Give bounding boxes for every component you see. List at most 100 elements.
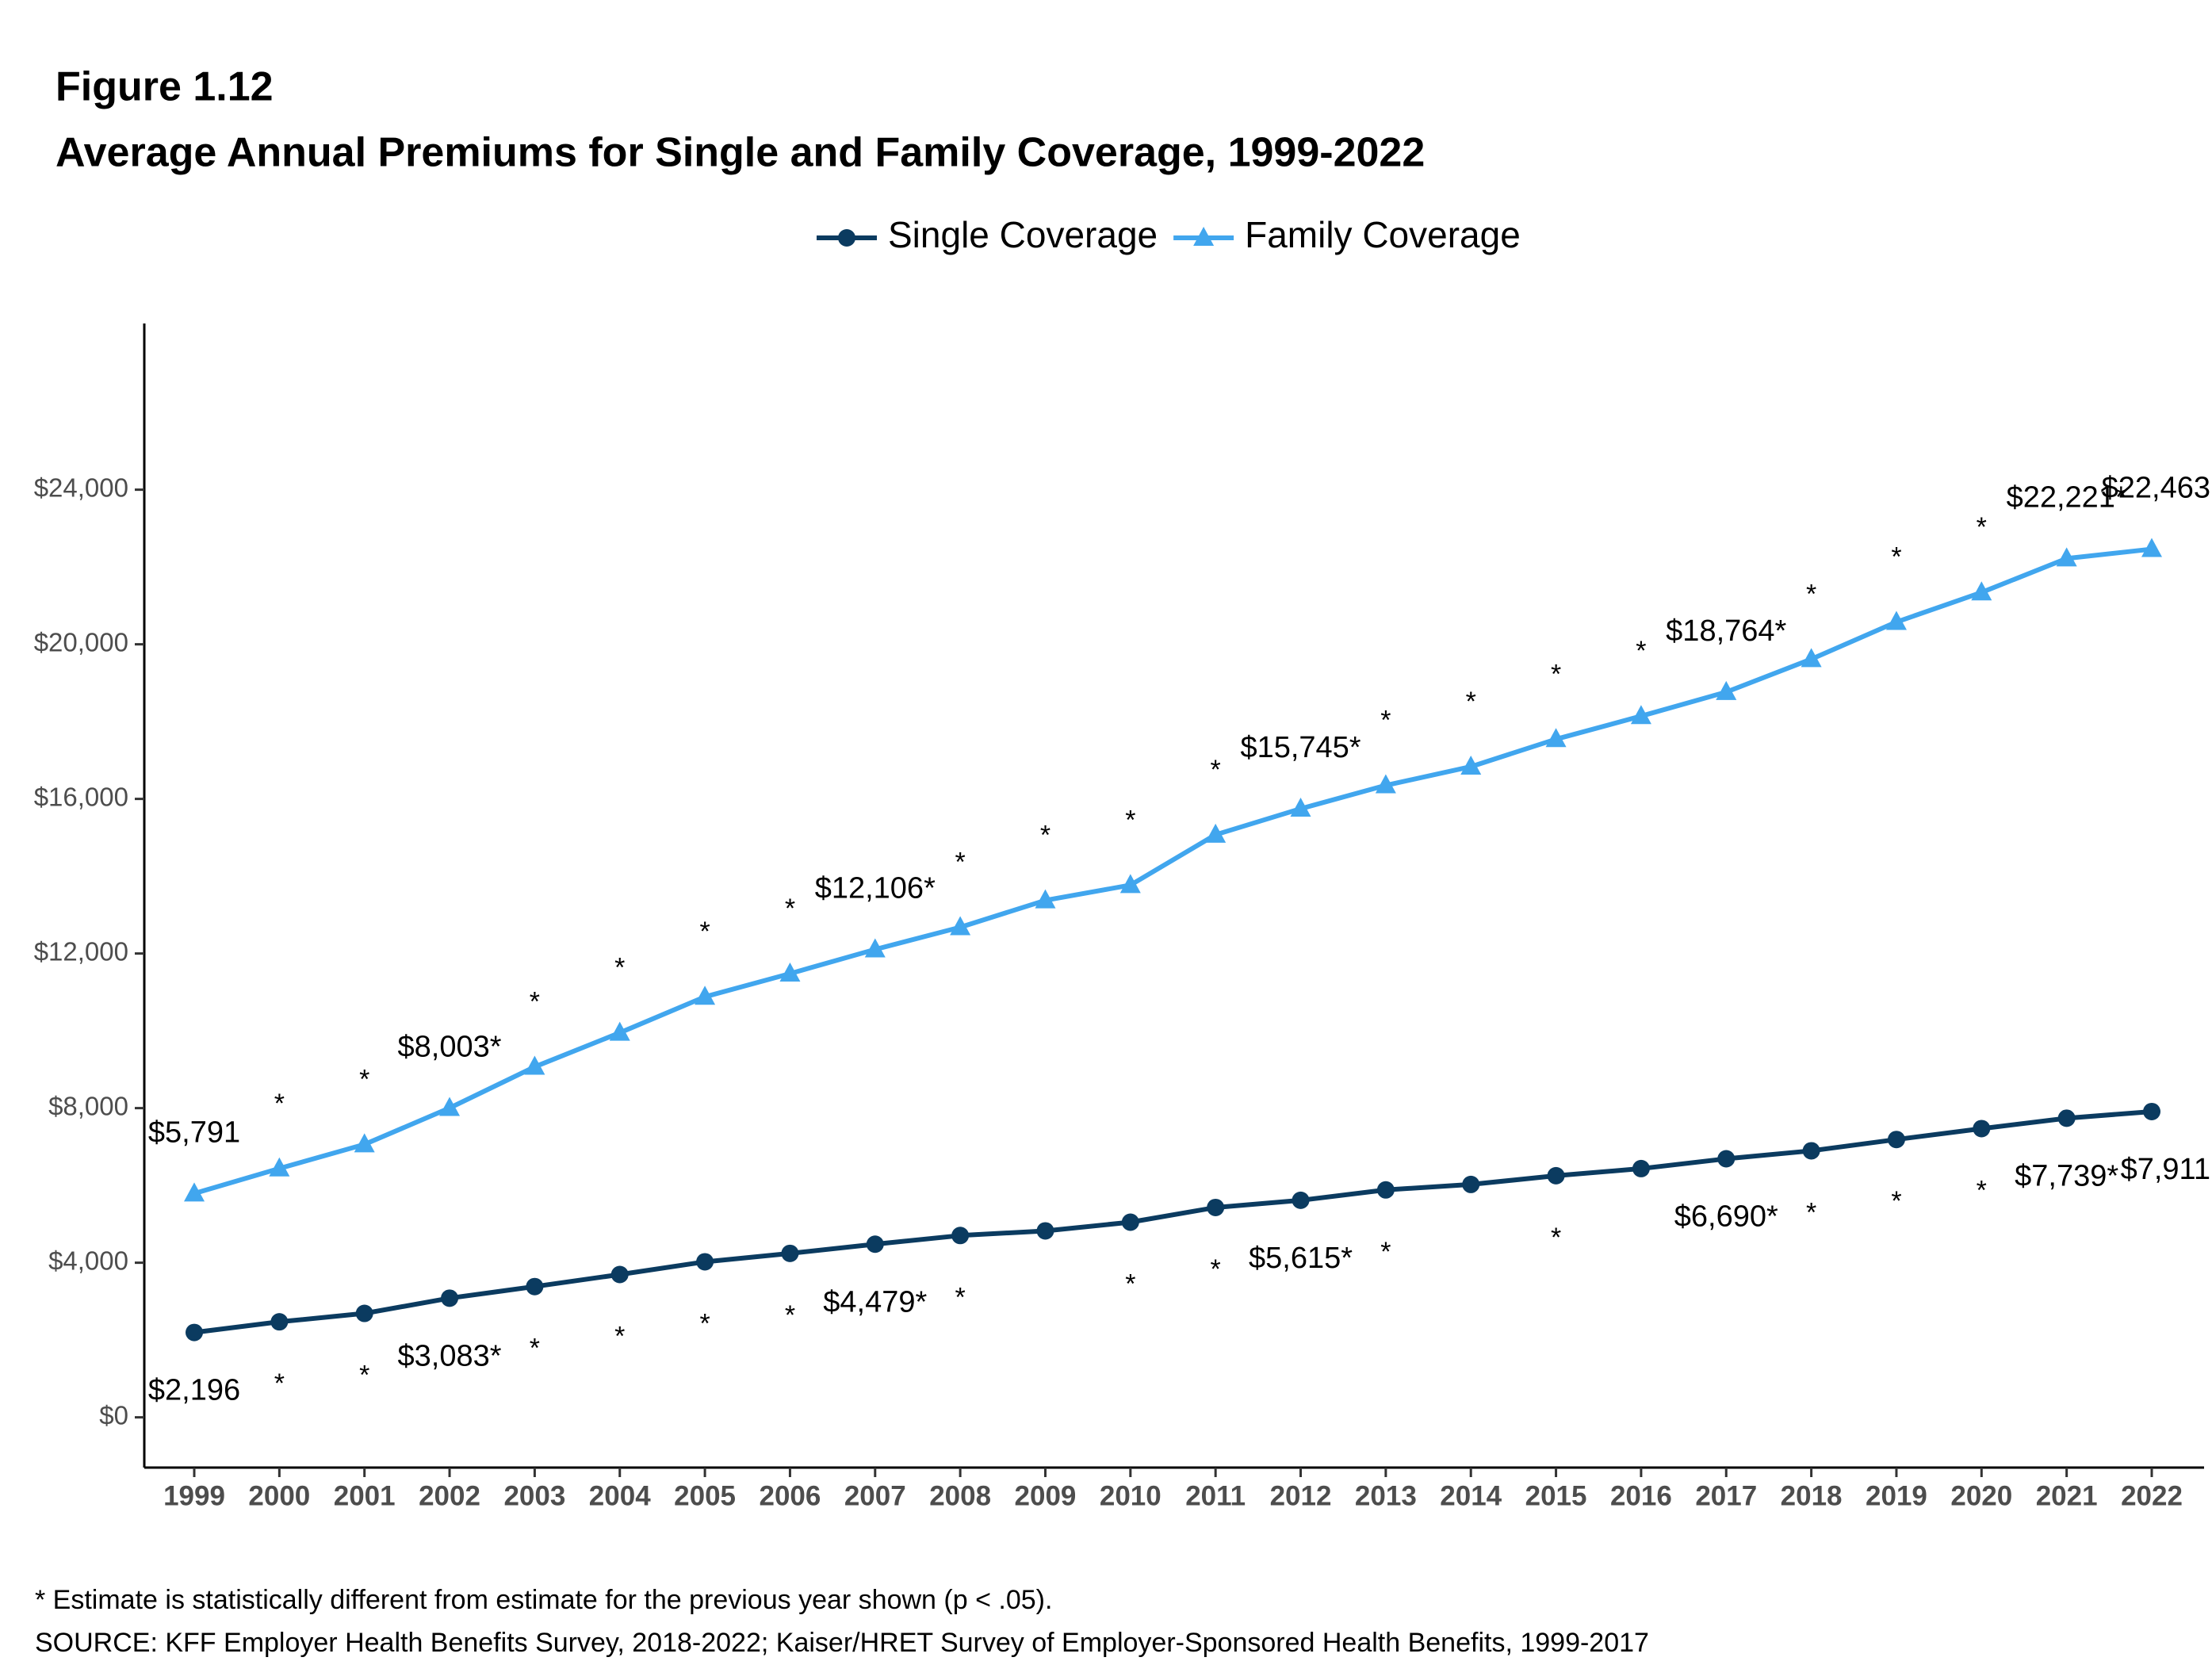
legend-label: Family Coverage xyxy=(1245,214,1521,255)
data-label: * xyxy=(1211,1254,1221,1284)
series-line xyxy=(193,1108,2153,1335)
marker xyxy=(2056,547,2077,567)
marker xyxy=(1887,1131,1905,1149)
data-label: $6,690* xyxy=(1674,1200,1778,1234)
marker xyxy=(1545,728,1567,748)
x-tick-label: 2001 xyxy=(334,1480,396,1511)
chart-title: Average Annual Premiums for Single and F… xyxy=(55,130,1425,176)
data-label: * xyxy=(614,1321,625,1351)
data-label: $22,221* xyxy=(2007,480,2127,514)
data-label: * xyxy=(1211,755,1221,785)
x-tick-label: 2002 xyxy=(419,1480,480,1511)
marker xyxy=(186,1323,203,1342)
data-label: $4,479* xyxy=(823,1285,927,1319)
marker xyxy=(1802,1142,1820,1160)
data-label: $7,911 xyxy=(2121,1153,2210,1186)
data-label: * xyxy=(1125,805,1135,835)
data-label: * xyxy=(1466,687,1476,717)
data-label: * xyxy=(1891,1186,1901,1216)
x-tick-label: 2006 xyxy=(759,1480,821,1511)
x-tick-label: 2013 xyxy=(1355,1480,1417,1511)
data-label: $5,791 xyxy=(148,1116,240,1149)
marker xyxy=(1205,823,1227,843)
x-tick-label: 2011 xyxy=(1185,1480,1246,1511)
data-label: * xyxy=(274,1368,285,1399)
marker xyxy=(2057,1109,2076,1127)
marker xyxy=(1119,874,1141,894)
x-tick-label: 2005 xyxy=(674,1480,736,1511)
data-label: * xyxy=(1977,512,1987,542)
x-tick-label: 2009 xyxy=(1015,1480,1077,1511)
marker xyxy=(1207,1198,1225,1216)
data-label: * xyxy=(699,917,710,947)
marker xyxy=(1292,1191,1310,1209)
data-label: * xyxy=(955,1282,966,1312)
marker xyxy=(866,1235,884,1254)
marker xyxy=(950,916,971,936)
data-label: $7,739* xyxy=(2015,1159,2118,1192)
marker xyxy=(1716,680,1737,700)
y-tick-label: $12,000 xyxy=(34,936,128,966)
footnote: * Estimate is statistically different fr… xyxy=(35,1585,1052,1615)
data-label: * xyxy=(359,1361,369,1391)
x-tick-label: 2022 xyxy=(2121,1480,2183,1511)
marker xyxy=(779,962,801,982)
data-label: $2,196 xyxy=(148,1374,240,1407)
data-label: $22,463 xyxy=(2102,472,2210,505)
x-tick-label: 2000 xyxy=(248,1480,310,1511)
figure-label: Figure 1.12 xyxy=(55,64,274,110)
marker xyxy=(1717,1150,1736,1168)
data-label: $15,745* xyxy=(1240,731,1360,764)
marker xyxy=(2141,538,2162,557)
marker xyxy=(1290,798,1311,817)
x-tick-label: 2021 xyxy=(2036,1480,2098,1511)
data-label: $3,083* xyxy=(398,1339,502,1372)
marker xyxy=(2143,1102,2160,1120)
data-label: * xyxy=(1891,542,1901,572)
x-tick-label: 2020 xyxy=(1950,1480,2012,1511)
source: SOURCE: KFF Employer Health Benefits Sur… xyxy=(35,1628,1649,1658)
data-label: $12,106* xyxy=(815,871,936,905)
y-tick-label: $20,000 xyxy=(34,627,128,656)
marker xyxy=(524,1055,545,1075)
marker xyxy=(1632,1159,1650,1177)
marker xyxy=(1885,610,1907,630)
marker xyxy=(1193,227,1215,246)
marker xyxy=(1376,1181,1395,1199)
marker xyxy=(695,986,716,1005)
marker xyxy=(1375,774,1396,794)
marker xyxy=(1460,755,1482,775)
data-label: $8,003* xyxy=(398,1031,502,1064)
data-label: * xyxy=(614,953,625,983)
x-tick-label: 1999 xyxy=(163,1480,225,1511)
marker xyxy=(526,1277,544,1296)
data-label: $18,764* xyxy=(1666,614,1786,648)
data-label: * xyxy=(1551,1223,1561,1253)
data-label: * xyxy=(1380,705,1391,735)
marker xyxy=(439,1097,461,1116)
data-label: * xyxy=(785,1300,795,1330)
marker xyxy=(1971,581,1992,601)
data-label: * xyxy=(1040,821,1051,851)
marker xyxy=(355,1304,373,1322)
series-line xyxy=(193,546,2153,1196)
x-tick-label: 2018 xyxy=(1781,1480,1843,1511)
x-tick-label: 2004 xyxy=(589,1480,651,1511)
x-tick-label: 2017 xyxy=(1695,1480,1757,1511)
data-label: * xyxy=(1551,659,1561,689)
data-label: $5,615* xyxy=(1249,1242,1353,1275)
x-tick-label: 2010 xyxy=(1100,1480,1161,1511)
marker xyxy=(696,1253,714,1271)
x-tick-label: 2016 xyxy=(1610,1480,1672,1511)
data-label: * xyxy=(1806,579,1816,609)
x-tick-label: 2012 xyxy=(1270,1480,1332,1511)
data-label: * xyxy=(699,1308,710,1338)
y-tick-label: $24,000 xyxy=(34,473,128,502)
data-label: * xyxy=(1636,636,1646,666)
data-label: * xyxy=(955,847,966,877)
x-tick-label: 2014 xyxy=(1440,1480,1502,1511)
legend-label: Single Coverage xyxy=(888,214,1158,255)
marker xyxy=(1973,1120,1991,1138)
